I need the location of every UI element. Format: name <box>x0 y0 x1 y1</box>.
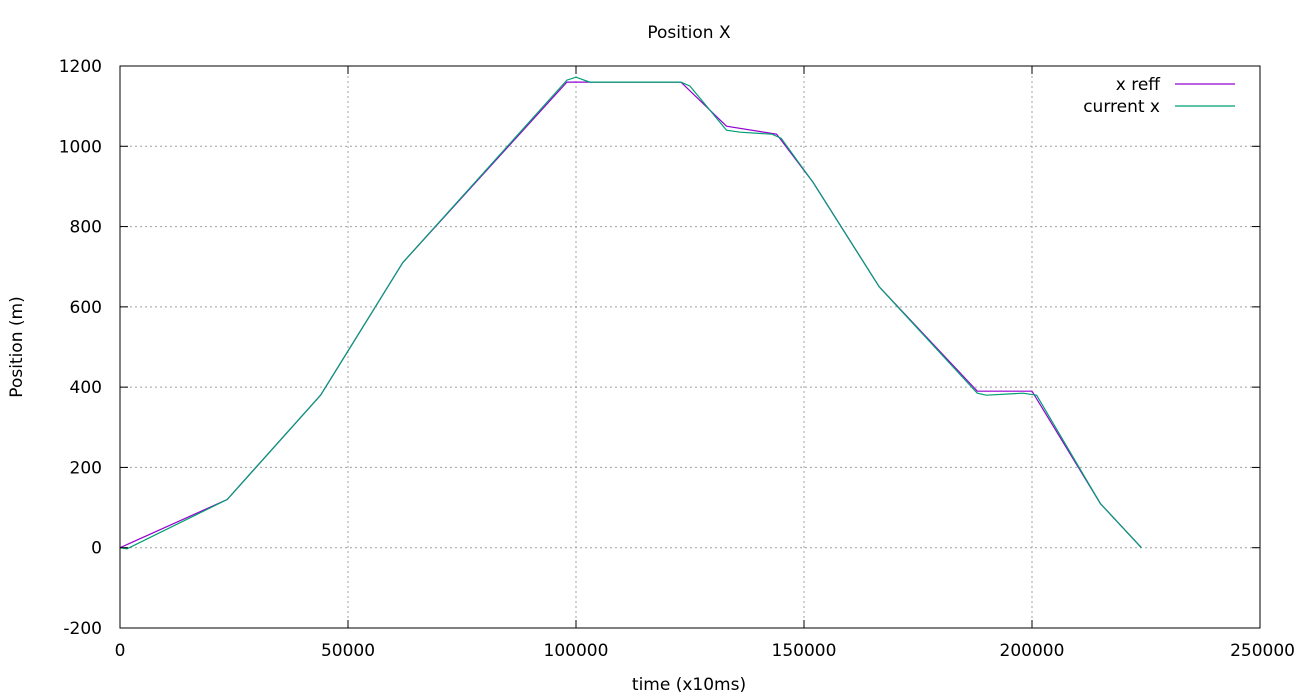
y-tick-label: 600 <box>70 298 102 318</box>
x-tick-label: 50000 <box>321 641 375 661</box>
x-tick-label: 0 <box>115 641 126 661</box>
y-tick-label: 200 <box>70 458 102 478</box>
y-tick-label: 1000 <box>59 137 102 157</box>
x-tick-label: 150000 <box>772 641 837 661</box>
x-axis-label: time (x10ms) <box>632 675 746 695</box>
legend: x reff current x <box>1083 75 1235 117</box>
x-tick-label: 200000 <box>1000 641 1065 661</box>
y-tick-label: 800 <box>70 218 102 238</box>
x-tick-label: 100000 <box>544 641 609 661</box>
y-axis-label: Position (m) <box>7 296 27 397</box>
y-tick-label: 0 <box>91 539 102 559</box>
y-tick-label: 400 <box>70 378 102 398</box>
axis-ticks: -200 0 200 400 600 800 1000 1200 0 50000 100000 150… <box>59 57 1295 661</box>
series-line-x-reff <box>119 81 1142 549</box>
plot-frame <box>119 65 1261 629</box>
legend-label-current-x: current x <box>1083 97 1160 117</box>
series-layer <box>119 76 1142 550</box>
chart-title: Position X <box>647 23 731 43</box>
grid <box>120 66 1260 628</box>
y-tick-label: 1200 <box>59 57 102 77</box>
series-line-current-x <box>119 76 1142 550</box>
legend-label-x-reff: x reff <box>1116 75 1162 95</box>
y-tick-label: -200 <box>63 619 102 639</box>
x-tick-label: 250000 <box>1230 641 1295 661</box>
